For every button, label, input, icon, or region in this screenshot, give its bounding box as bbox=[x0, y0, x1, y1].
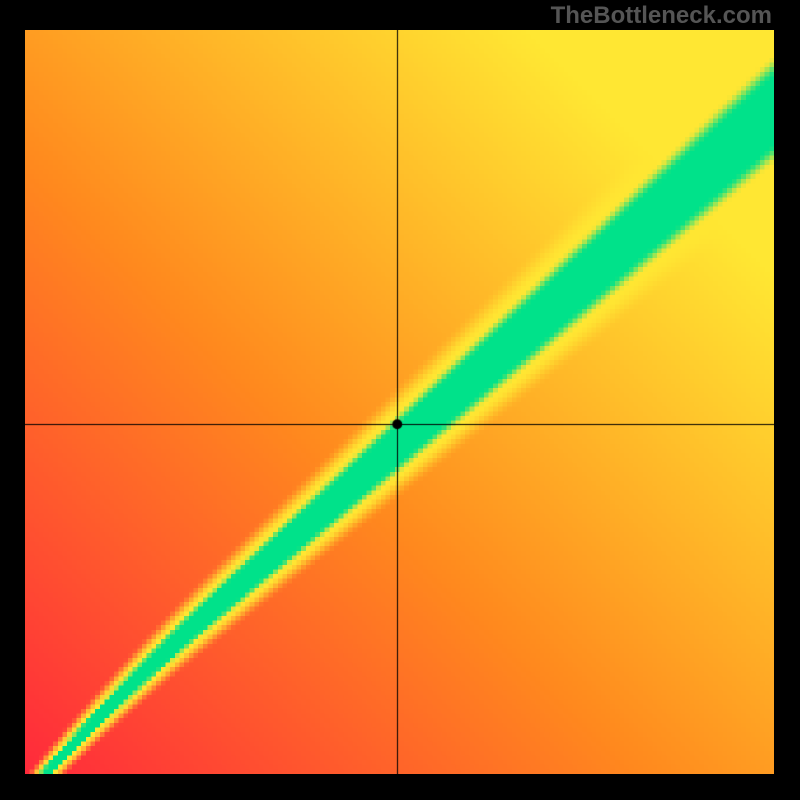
watermark-label: TheBottleneck.com bbox=[551, 2, 772, 30]
chart-container: TheBottleneck.com bbox=[0, 0, 800, 800]
crosshair-overlay bbox=[25, 30, 774, 774]
